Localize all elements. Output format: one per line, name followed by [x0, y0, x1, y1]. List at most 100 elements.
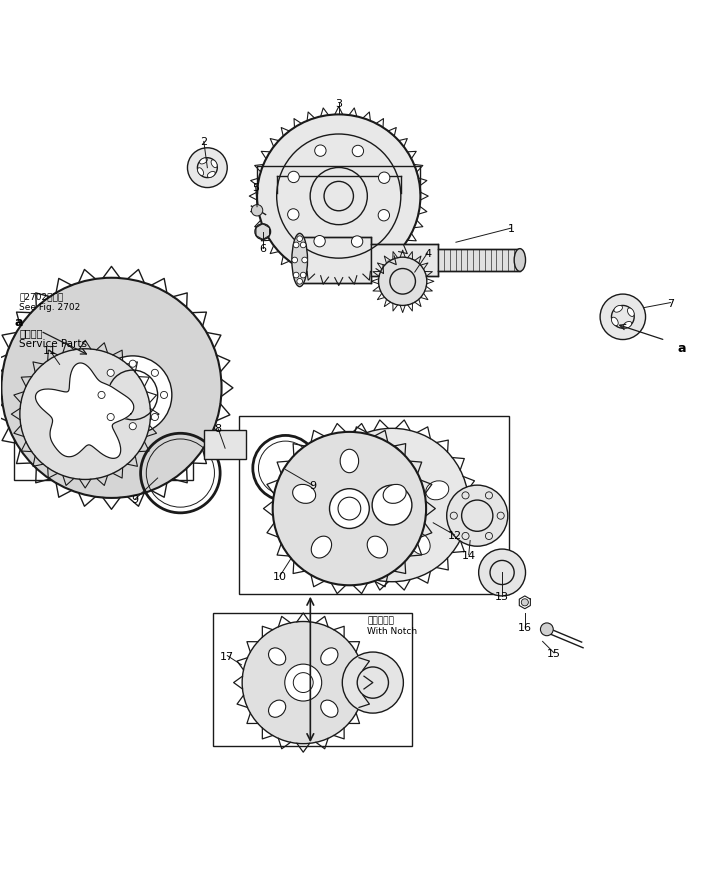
Circle shape — [287, 209, 299, 221]
Circle shape — [252, 205, 263, 216]
Circle shape — [107, 370, 114, 377]
Ellipse shape — [514, 249, 525, 272]
Ellipse shape — [269, 700, 286, 718]
Circle shape — [255, 224, 270, 240]
Bar — [438, 249, 520, 272]
Circle shape — [107, 414, 114, 421]
Ellipse shape — [211, 161, 217, 169]
Circle shape — [129, 361, 136, 368]
Text: 15: 15 — [547, 648, 561, 658]
Ellipse shape — [340, 450, 359, 473]
Text: 供給専用: 供給専用 — [19, 328, 43, 338]
Text: 10: 10 — [273, 572, 287, 581]
Text: See Fig. 2702: See Fig. 2702 — [19, 302, 81, 311]
Circle shape — [372, 486, 412, 525]
Text: 11: 11 — [43, 346, 57, 355]
Ellipse shape — [312, 536, 332, 559]
Text: 7: 7 — [667, 298, 674, 308]
Circle shape — [352, 236, 363, 248]
Text: 5: 5 — [252, 182, 259, 193]
Bar — [371, 245, 438, 276]
Circle shape — [272, 433, 426, 586]
Text: 4: 4 — [424, 249, 431, 259]
Ellipse shape — [292, 485, 316, 504]
Ellipse shape — [354, 533, 374, 554]
Circle shape — [151, 370, 158, 377]
Text: a: a — [677, 342, 686, 355]
Circle shape — [293, 273, 299, 279]
Circle shape — [98, 392, 105, 399]
Ellipse shape — [410, 533, 430, 554]
Text: 14: 14 — [461, 550, 476, 561]
Bar — [14, 335, 193, 481]
Text: With Notch: With Notch — [367, 626, 417, 634]
Circle shape — [151, 414, 158, 421]
Circle shape — [478, 549, 525, 596]
Ellipse shape — [207, 172, 215, 178]
Ellipse shape — [383, 485, 406, 504]
Text: 9: 9 — [131, 494, 138, 505]
Ellipse shape — [269, 648, 286, 666]
Text: 9: 9 — [309, 481, 316, 491]
Polygon shape — [204, 431, 247, 460]
Circle shape — [288, 172, 299, 183]
Circle shape — [1, 278, 222, 498]
Text: a: a — [15, 316, 24, 328]
Circle shape — [93, 356, 172, 434]
Circle shape — [447, 486, 508, 547]
Circle shape — [297, 279, 302, 285]
Circle shape — [297, 236, 302, 242]
Circle shape — [540, 623, 553, 636]
Circle shape — [300, 242, 306, 249]
Circle shape — [342, 653, 404, 713]
Text: 第2702図参照: 第2702図参照 — [19, 292, 63, 301]
Ellipse shape — [198, 169, 204, 176]
Ellipse shape — [367, 536, 388, 559]
Circle shape — [129, 423, 136, 430]
Circle shape — [188, 149, 227, 189]
Circle shape — [284, 664, 322, 701]
Ellipse shape — [623, 322, 632, 328]
Circle shape — [329, 489, 369, 529]
Ellipse shape — [383, 446, 401, 469]
Circle shape — [160, 392, 168, 399]
Polygon shape — [36, 363, 134, 459]
Circle shape — [378, 210, 389, 222]
Circle shape — [314, 236, 325, 248]
Text: 12: 12 — [448, 530, 461, 541]
Bar — [299, 238, 371, 283]
Text: 13: 13 — [495, 591, 509, 601]
Circle shape — [20, 349, 150, 480]
Ellipse shape — [321, 648, 338, 666]
Circle shape — [352, 146, 364, 157]
Circle shape — [521, 599, 528, 607]
Circle shape — [600, 295, 645, 340]
Circle shape — [293, 242, 299, 249]
Circle shape — [242, 622, 364, 744]
Circle shape — [257, 116, 421, 278]
Text: 8: 8 — [215, 424, 222, 434]
Circle shape — [300, 273, 306, 279]
Ellipse shape — [627, 308, 634, 317]
Ellipse shape — [426, 481, 448, 501]
Circle shape — [314, 146, 326, 157]
Ellipse shape — [612, 318, 618, 326]
Ellipse shape — [200, 159, 207, 165]
Text: 16: 16 — [518, 622, 532, 633]
Text: 6: 6 — [260, 243, 266, 254]
Ellipse shape — [292, 234, 307, 288]
Text: 1: 1 — [508, 224, 515, 234]
Circle shape — [315, 428, 468, 582]
Circle shape — [302, 258, 307, 263]
Ellipse shape — [335, 481, 358, 501]
Ellipse shape — [321, 700, 338, 718]
Text: まり欠き付: まり欠き付 — [367, 616, 394, 625]
Text: 3: 3 — [335, 99, 342, 109]
Text: 2: 2 — [200, 137, 207, 147]
Circle shape — [379, 173, 390, 184]
Ellipse shape — [614, 306, 622, 313]
Text: 17: 17 — [220, 651, 235, 660]
Circle shape — [379, 258, 427, 306]
Circle shape — [292, 258, 297, 263]
Text: Service Parts: Service Parts — [19, 339, 87, 348]
